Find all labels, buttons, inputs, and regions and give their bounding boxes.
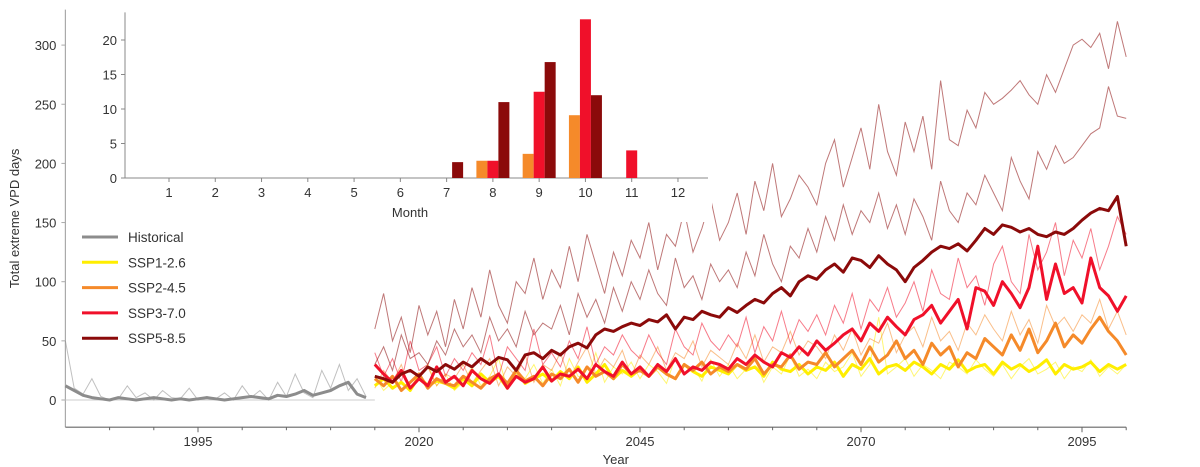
inset-x-tick-label: 5	[350, 185, 357, 200]
legend-label: SSP1-2.6	[128, 255, 186, 270]
legend-label: SSP5-8.5	[128, 331, 186, 346]
series-ssp2-4-5-mean-line	[373, 315, 1128, 392]
inset-x-tick-label: 6	[397, 185, 404, 200]
inset-bar	[522, 153, 534, 178]
y-tick-label: 150	[35, 216, 57, 231]
inset-x-tick-label: 12	[671, 185, 685, 200]
inset-bar	[544, 62, 556, 178]
inset-bar	[568, 115, 580, 178]
inset-x-tick-label: 4	[304, 185, 311, 200]
inset-bar	[579, 19, 591, 178]
x-tick-label: 2070	[847, 434, 876, 449]
inset-y-tick-label: 20	[103, 33, 117, 48]
series-historical-mean-line	[64, 380, 367, 402]
inset-bar	[487, 160, 499, 178]
x-tick-label: 2020	[405, 434, 434, 449]
inset-x-tick-label: 2	[212, 185, 219, 200]
inset-bar	[626, 150, 638, 178]
inset-x-tick-label: 9	[536, 185, 543, 200]
y-tick-label: 100	[35, 275, 57, 290]
y-tick-label: 0	[49, 393, 56, 408]
x-tick-label: 2095	[1068, 434, 1097, 449]
inset-bar	[476, 160, 488, 178]
inset-y-tick-label: 10	[103, 102, 117, 117]
series-ssp2-4-5-member-line	[374, 297, 1127, 392]
series-ssp3-7-0-mean-line	[373, 244, 1128, 390]
inset-y-tick-label: 5	[110, 137, 117, 152]
legend: Historical SSP1-2.6 SSP2-4.5 SSP3-7.0 SSP5-8…	[82, 230, 186, 346]
x-tick-label: 1995	[184, 434, 213, 449]
inset-y-tick-label: 0	[110, 171, 117, 186]
inset-x-tick-label: 3	[258, 185, 265, 200]
series-historical-member-line	[64, 340, 367, 401]
x-tick-label: 2045	[626, 434, 655, 449]
series-ssp3-7-0-member-line	[374, 215, 1127, 385]
inset-bar	[498, 102, 510, 178]
inset-bar	[533, 91, 545, 178]
inset-y-tick-label: 15	[103, 68, 117, 83]
legend-label: Historical	[128, 230, 184, 245]
inset-background	[122, 10, 712, 222]
inset-x-tick-label: 11	[625, 185, 639, 200]
y-tick-label: 300	[35, 38, 57, 53]
inset-x-tick-label: 1	[165, 185, 172, 200]
series-ssp5-8-5-member-line	[374, 86, 1127, 373]
series-ssp5-8-5-mean-line	[374, 195, 1128, 384]
legend-label: SSP2-4.5	[128, 281, 186, 296]
inset-x-tick-label: 8	[489, 185, 496, 200]
inset-x-tick-label: 10	[578, 185, 592, 200]
y-axis-label: Total extreme VPD days	[7, 148, 22, 288]
y-tick-label: 200	[35, 156, 57, 171]
legend-label: SSP3-7.0	[128, 306, 186, 321]
inset-bar	[590, 95, 602, 178]
y-tick-label: 50	[42, 334, 56, 349]
y-tick-label: 250	[35, 97, 57, 112]
inset-x-axis-label: Month	[392, 205, 428, 220]
inset-x-tick-label: 7	[443, 185, 450, 200]
x-axis-label: Year	[603, 452, 630, 467]
inset-bar	[452, 162, 464, 178]
series-ssp5-8-5-member-line	[374, 21, 1127, 353]
